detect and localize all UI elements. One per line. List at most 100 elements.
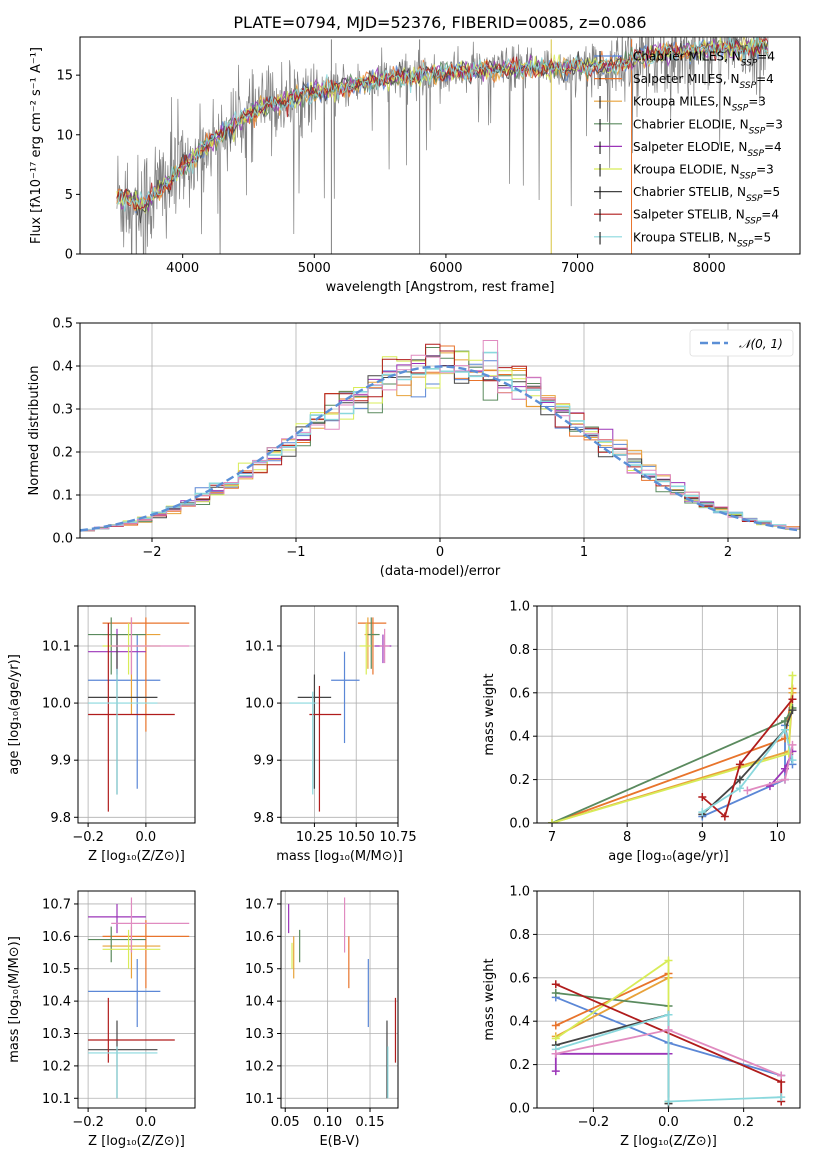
- y-tick-label: 10.7: [42, 897, 71, 912]
- x-tick-label: −0.2: [72, 1115, 104, 1130]
- y-tick-label: 5: [65, 188, 73, 203]
- x-tick-label: 1: [580, 545, 588, 560]
- legend-marker: |: [598, 95, 602, 109]
- y-tick-label: 10.1: [245, 1092, 274, 1107]
- legend-label-sub: SSP: [741, 59, 758, 69]
- legend-label-sub: SSP: [749, 126, 766, 136]
- mass-weight-series-line: [554, 1052, 669, 1072]
- y-axis-label: Normed distribution: [27, 366, 42, 496]
- y-tick-label: 10.1: [42, 1092, 71, 1107]
- mass-weight-point-marker: [735, 760, 744, 769]
- x-tick-label: 5000: [298, 261, 331, 276]
- legend-label-sub: SSP: [745, 217, 762, 227]
- x-tick-label: 6000: [429, 261, 462, 276]
- mass-weight-point-marker: [720, 812, 729, 821]
- y-tick-label: 0.2: [509, 773, 530, 788]
- y-tick-label: 0.1: [52, 489, 73, 504]
- chart-title: PLATE=0794, MJD=52376, FIBERID=0085, z=0…: [233, 13, 646, 32]
- mass-weight-series-line: [551, 692, 794, 823]
- mass-weight-point-marker: [788, 671, 797, 680]
- mass-weight-point-marker: [664, 1097, 673, 1106]
- panel-spectrum: 4000 5000 6000 7000 8000 0 5 10 15 wavelength [An…: [29, 36, 801, 295]
- legend-label: Salpeter MILES, NSSP=4: [633, 72, 774, 91]
- axes-frame: [280, 605, 399, 824]
- mass-weight-point-marker: [551, 1067, 560, 1076]
- legend-marker: |: [598, 72, 602, 86]
- y-tick-label: 10.6: [42, 930, 71, 945]
- y-tick-label: 0.4: [509, 1015, 530, 1030]
- mass-weight-point-marker: [735, 775, 744, 784]
- y-tick-label: 0.4: [52, 360, 73, 375]
- y-tick-label: 10.5: [42, 962, 71, 977]
- legend-label-name: Chabrier MILES, N: [633, 50, 741, 64]
- legend-label-name: Chabrier ELODIE, N: [633, 117, 749, 131]
- y-axis-label: mass weight: [482, 958, 497, 1040]
- y-tick-label: 0.2: [509, 1058, 530, 1073]
- legend-label: Chabrier STELIB, NSSP=5: [633, 185, 780, 204]
- x-tick-label: 7000: [561, 261, 594, 276]
- legend-label-name: Kroupa STELIB, N: [633, 230, 737, 244]
- y-tick-label: 0.5: [52, 317, 73, 332]
- legend-label-name: Chabrier STELIB, N: [633, 185, 746, 199]
- legend-label-tail: =4: [756, 72, 774, 86]
- legend-label: Chabrier ELODIE, NSSP=3: [633, 117, 783, 136]
- axes-frame: [79, 36, 801, 255]
- legend-label-sub: SSP: [732, 104, 749, 114]
- panel-mass_vs_Z: −0.2 0.0 10.1 10.2 10.3 10.4 10.5 10.6 10.7 Z [lo…: [7, 890, 196, 1149]
- x-tick-label: 10.25: [296, 830, 333, 845]
- y-tick-label: 10.0: [42, 697, 71, 712]
- mass-weight-point-marker: [548, 819, 557, 823]
- y-tick-label: 10.1: [245, 639, 274, 654]
- panel-weight_vs_age: 7 8 9 10 0.0 0.2 0.4 0.6 0.8 1.0 age [log₁₀(age/yr…: [482, 600, 801, 864]
- legend-label-tail: =3: [756, 163, 774, 177]
- mass-weight-point-marker: [698, 808, 707, 817]
- x-tick-label: 7: [548, 830, 556, 845]
- y-tick-label: 0.4: [509, 730, 530, 745]
- legend-label-tail: =4: [764, 140, 782, 154]
- mass-weight-point-marker: [788, 706, 797, 715]
- y-axis-label: Flux [fλ10⁻¹⁷ erg cm⁻² s⁻¹ A⁻¹]: [29, 47, 44, 244]
- y-tick-label: 0: [65, 248, 73, 263]
- mass-weight-point-marker: [664, 956, 673, 965]
- y-axis-label: mass [log₁₀(M/M⊙)]: [7, 936, 22, 1063]
- legend-label-sub: SSP: [737, 239, 754, 249]
- legend-label-tail: =4: [761, 208, 779, 222]
- axes-frame: [280, 890, 399, 1109]
- y-tick-label: 10.7: [245, 897, 274, 912]
- plot-area: [88, 897, 190, 1099]
- gridlines: [78, 891, 195, 1108]
- mass-weight-series-line: [701, 709, 794, 815]
- legend-marker: |: [598, 185, 602, 199]
- x-axis-label: Z [log₁₀(Z/Z⊙)]: [620, 1134, 717, 1149]
- legend-marker: |: [598, 117, 602, 131]
- mass-weight-point-marker: [664, 1025, 673, 1034]
- mass-weight-point-marker: [551, 988, 560, 997]
- panel-weight_vs_Z: −0.2 0.0 0.2 0.0 0.2 0.4 0.6 0.8 1.0 Z [log₁₀(Z/Z…: [482, 885, 801, 1149]
- x-tick-label: 0.10: [313, 1115, 342, 1130]
- plot-area: [288, 897, 397, 1099]
- panel-mass_vs_ebv: 0.05 0.10 0.15 10.1 10.2 10.3 10.4 10.5 10.6 10.7…: [245, 890, 399, 1149]
- legend-marker: |: [598, 230, 602, 244]
- x-axis-label: (data-model)/error: [380, 564, 501, 579]
- legend-label: Kroupa STELIB, NSSP=5: [633, 230, 771, 249]
- mass-weight-point-marker: [743, 786, 752, 795]
- mass-weight-point-marker: [780, 775, 789, 784]
- x-axis-label: mass [log₁₀(M/M⊙)]: [276, 849, 403, 864]
- x-tick-label: 8: [623, 830, 631, 845]
- spectrum-legend: | Chabrier MILES, NSSP=4| Salpeter MILES, …: [594, 50, 783, 249]
- y-tick-label: 0.3: [52, 403, 73, 418]
- legend-box: [689, 329, 794, 357]
- legend-label: Chabrier MILES, NSSP=4: [633, 50, 775, 69]
- x-axis-label: wavelength [Angstrom, rest frame]: [326, 280, 555, 295]
- plot-area: [80, 340, 800, 532]
- plot-area: [551, 956, 786, 1108]
- mass-weight-point-marker: [780, 725, 789, 734]
- y-tick-label: 9.8: [50, 811, 71, 826]
- y-tick-label: 10.4: [42, 995, 71, 1010]
- x-tick-label: −1: [286, 545, 305, 560]
- y-tick-label: 0.8: [509, 643, 530, 658]
- x-axis-label: age [log₁₀(age/yr)]: [608, 849, 729, 864]
- x-axis-label: E(B-V): [319, 1134, 359, 1149]
- y-tick-label: 0.0: [509, 1102, 530, 1117]
